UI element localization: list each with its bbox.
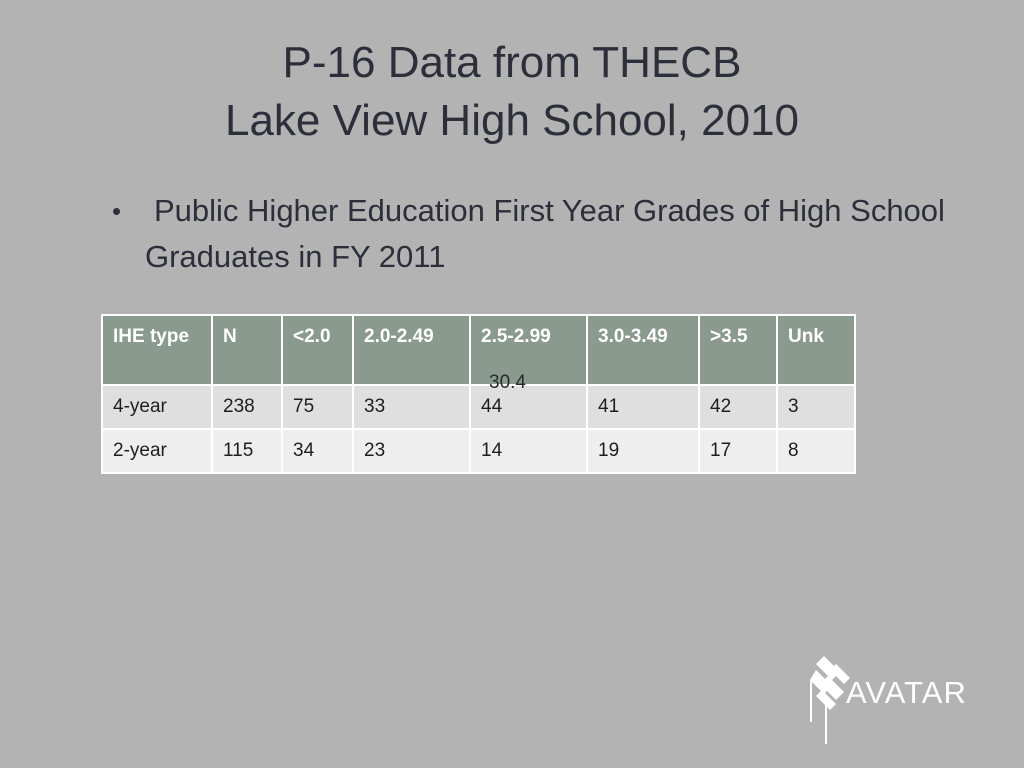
table-header-row: IHE type N <2.0 2.0-2.49 2.5-2.99 3.0-3.… bbox=[101, 314, 856, 386]
table-cell: 4-year bbox=[101, 384, 213, 430]
slide-title-line-1: P-16 Data from THECB bbox=[282, 38, 742, 87]
header-n: N bbox=[211, 314, 283, 386]
avatar-logo-icon bbox=[810, 656, 850, 744]
logo-wordmark: AVATAR bbox=[846, 675, 967, 710]
header-2-5-2-99: 2.5-2.99 bbox=[469, 314, 588, 386]
slide-title-line-2: Lake View High School, 2010 bbox=[224, 96, 800, 145]
table-row: 4-year 238 75 33 44 41 42 3 bbox=[101, 384, 856, 430]
header-3-0-3-49: 3.0-3.49 bbox=[586, 314, 700, 386]
table-cell: 115 bbox=[211, 428, 283, 474]
table-cell: 75 bbox=[281, 384, 354, 430]
table-cell: 8 bbox=[776, 428, 856, 474]
bullet-point: • Public Higher Education First Year Gra… bbox=[112, 188, 952, 280]
table-cell: 23 bbox=[352, 428, 471, 474]
table-cell: 33 bbox=[352, 384, 471, 430]
table-cell: 44 bbox=[469, 384, 588, 430]
bullet-text: Public Higher Education First Year Grade… bbox=[145, 193, 945, 274]
table-cell: 41 bbox=[586, 384, 700, 430]
table-cell: 14 bbox=[469, 428, 588, 474]
table-row: 2-year 115 34 23 14 19 17 8 bbox=[101, 428, 856, 474]
table-cell: 19 bbox=[586, 428, 700, 474]
table-cell: 34 bbox=[281, 428, 354, 474]
header-unk: Unk bbox=[776, 314, 856, 386]
header-below-2: <2.0 bbox=[281, 314, 354, 386]
header-ihe-type: IHE type bbox=[101, 314, 213, 386]
table-cell: 17 bbox=[698, 428, 778, 474]
table-cell: 238 bbox=[211, 384, 283, 430]
bullet-dot-icon: • bbox=[112, 196, 122, 226]
table-cell: 3 bbox=[776, 384, 856, 430]
stray-value: 30.4 bbox=[489, 372, 526, 393]
header-2-0-2-49: 2.0-2.49 bbox=[352, 314, 471, 386]
table-cell: 2-year bbox=[101, 428, 213, 474]
header-above-3-5: >3.5 bbox=[698, 314, 778, 386]
slide-title: P-16 Data from THECB Lake View High Scho… bbox=[0, 34, 1024, 150]
grades-table: IHE type N <2.0 2.0-2.49 2.5-2.99 3.0-3.… bbox=[101, 314, 856, 474]
table-cell: 42 bbox=[698, 384, 778, 430]
